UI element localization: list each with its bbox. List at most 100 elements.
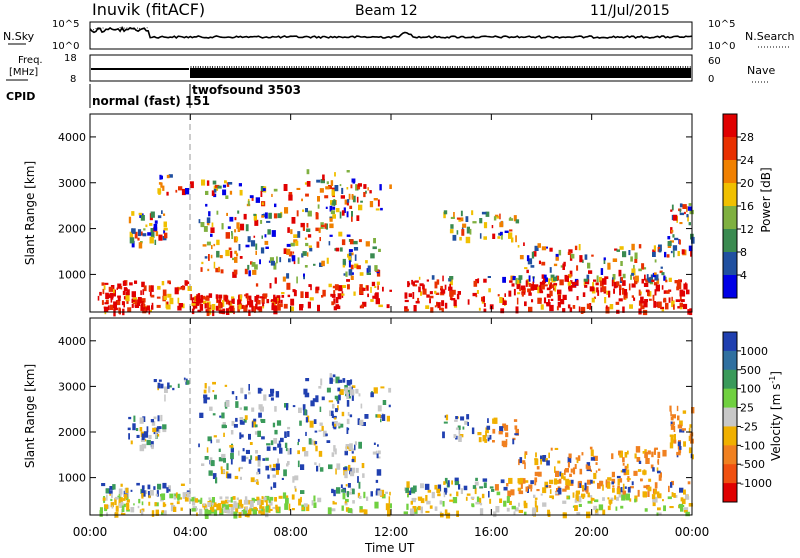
scatter-cell bbox=[222, 184, 226, 188]
scatter-cell bbox=[673, 250, 675, 258]
scatter-cell bbox=[162, 502, 166, 508]
scatter-cell bbox=[669, 442, 674, 449]
scatter-cell bbox=[429, 298, 431, 304]
colorbar-swatch bbox=[723, 252, 737, 276]
scatter-cell bbox=[600, 287, 602, 293]
scatter-cell bbox=[485, 211, 490, 217]
scatter-cell bbox=[418, 286, 421, 293]
scatter-cell bbox=[234, 256, 238, 263]
scatter-cell bbox=[213, 435, 217, 438]
scatter-cell bbox=[220, 269, 224, 274]
power-colorbar-label: Power [dB] bbox=[759, 167, 773, 232]
scatter-cell bbox=[379, 184, 382, 191]
scatter-cell bbox=[231, 298, 234, 304]
scatter-cell bbox=[143, 431, 149, 438]
scatter-cell bbox=[627, 450, 629, 455]
scatter-cell bbox=[230, 452, 234, 460]
range-tick-label: 1000 bbox=[58, 268, 86, 281]
colorbar-tick-label: -500 bbox=[740, 458, 765, 471]
scatter-cell bbox=[149, 489, 154, 496]
scatter-cell bbox=[453, 305, 458, 308]
scatter-cell bbox=[168, 174, 173, 178]
scatter-cell bbox=[667, 236, 671, 240]
scatter-cell bbox=[251, 304, 254, 312]
scatter-cell bbox=[283, 303, 288, 309]
scatter-cell bbox=[618, 493, 623, 498]
scatter-cell bbox=[203, 394, 208, 399]
nave-label: Nave bbox=[747, 64, 775, 77]
scatter-cell bbox=[329, 373, 332, 378]
scatter-cell bbox=[602, 509, 606, 515]
scatter-cell bbox=[443, 492, 446, 498]
scatter-cell bbox=[356, 265, 361, 270]
scatter-cell bbox=[202, 244, 207, 247]
scatter-cell bbox=[255, 424, 258, 428]
scatter-cell bbox=[353, 247, 359, 251]
scatter-cell bbox=[328, 400, 334, 403]
scatter-cell bbox=[542, 455, 547, 462]
scatter-cell bbox=[326, 257, 329, 264]
scatter-cell bbox=[356, 215, 360, 221]
scatter-cell bbox=[499, 426, 504, 433]
scatter-cell bbox=[568, 249, 573, 254]
scatter-cell bbox=[264, 212, 268, 219]
scatter-cell bbox=[306, 181, 311, 187]
scatter-cell bbox=[673, 304, 675, 310]
scatter-cell bbox=[334, 284, 339, 291]
scatter-cell bbox=[167, 485, 171, 492]
scatter-cell bbox=[184, 496, 189, 502]
scatter-cell bbox=[253, 235, 256, 238]
scatter-cell bbox=[442, 501, 445, 507]
scatter-cell bbox=[576, 490, 580, 495]
scatter-cell bbox=[142, 487, 145, 491]
scatter-cell bbox=[334, 185, 339, 192]
scatter-cell bbox=[328, 185, 332, 190]
scatter-cell bbox=[350, 264, 354, 270]
scatter-cell bbox=[556, 480, 559, 484]
scatter-cell bbox=[229, 445, 234, 448]
scatter-cell bbox=[250, 240, 256, 247]
scatter-cell bbox=[239, 417, 244, 421]
scatter-cell bbox=[510, 275, 515, 281]
scatter-cell bbox=[578, 244, 581, 251]
scatter-cell bbox=[114, 498, 117, 506]
scatter-cell bbox=[270, 397, 274, 401]
scatter-cell bbox=[341, 505, 344, 511]
scatter-cell bbox=[487, 418, 489, 423]
scatter-cell bbox=[126, 509, 130, 512]
scatter-cell bbox=[631, 481, 634, 486]
scatter-cell bbox=[534, 245, 539, 251]
scatter-cell bbox=[526, 279, 530, 285]
scatter-cell bbox=[656, 512, 659, 516]
scatter-cell bbox=[212, 390, 215, 393]
scatter-cell bbox=[443, 211, 446, 219]
scatter-cell bbox=[332, 403, 335, 409]
scatter-cell bbox=[128, 216, 132, 224]
scatter-cell bbox=[580, 306, 586, 313]
scatter-cell bbox=[673, 425, 676, 432]
scatter-cell bbox=[339, 211, 342, 219]
scatter-cell bbox=[216, 250, 220, 258]
scatter-cell bbox=[388, 387, 392, 393]
scatter-cell bbox=[271, 302, 275, 307]
scatter-cell bbox=[534, 458, 538, 461]
scatter-cell bbox=[229, 216, 234, 222]
scatter-cell bbox=[214, 184, 220, 188]
scatter-cell bbox=[528, 292, 532, 296]
scatter-cell bbox=[260, 190, 263, 197]
scatter-cell bbox=[182, 492, 187, 499]
scatter-cell bbox=[200, 222, 205, 228]
scatter-cell bbox=[154, 427, 159, 432]
scatter-cell bbox=[474, 487, 477, 495]
scatter-cell bbox=[626, 478, 631, 481]
scatter-cell bbox=[372, 295, 376, 299]
scatter-cell bbox=[612, 488, 615, 493]
scatter-cell bbox=[579, 255, 583, 262]
scatter-cell bbox=[141, 301, 144, 306]
scatter-cell bbox=[156, 433, 160, 437]
freq-left-tick-top: 18 bbox=[64, 53, 77, 64]
scatter-cell bbox=[598, 276, 602, 283]
scatter-cell bbox=[136, 482, 140, 486]
scatter-cell bbox=[633, 264, 635, 269]
scatter-cell bbox=[472, 485, 477, 489]
